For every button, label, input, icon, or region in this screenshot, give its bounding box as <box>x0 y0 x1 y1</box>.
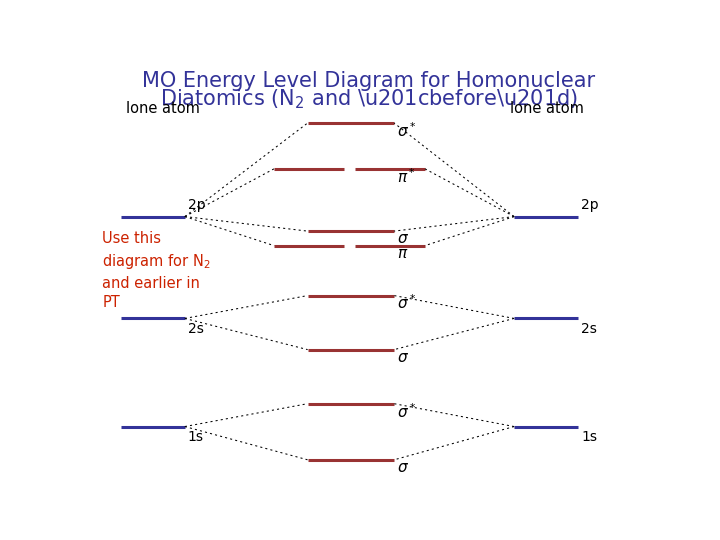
Text: 2p: 2p <box>188 198 205 212</box>
Text: $\sigma^*$: $\sigma^*$ <box>397 402 416 421</box>
Text: 2s: 2s <box>188 322 204 336</box>
Text: $\pi$: $\pi$ <box>397 246 408 261</box>
Text: 1s: 1s <box>581 430 597 444</box>
Text: 2s: 2s <box>581 322 597 336</box>
Text: $\sigma^*$: $\sigma^*$ <box>397 121 416 140</box>
Text: $\sigma$: $\sigma$ <box>397 460 409 475</box>
Text: 2p: 2p <box>581 198 598 212</box>
Text: 1s: 1s <box>188 430 204 444</box>
Text: lone atom: lone atom <box>510 101 584 116</box>
Text: lone atom: lone atom <box>126 101 200 116</box>
Text: $\sigma^*$: $\sigma^*$ <box>397 294 416 313</box>
Text: Diatomics (N$_2$ and \u201cbefore\u201d): Diatomics (N$_2$ and \u201cbefore\u201d) <box>160 87 578 111</box>
Text: $\sigma$: $\sigma$ <box>397 231 409 246</box>
Text: $\pi^*$: $\pi^*$ <box>397 167 416 186</box>
Text: MO Energy Level Diagram for Homonuclear: MO Energy Level Diagram for Homonuclear <box>143 71 595 91</box>
Text: $\sigma$: $\sigma$ <box>397 349 409 364</box>
Text: Use this
diagram for N$_2$
and earlier in
PT: Use this diagram for N$_2$ and earlier i… <box>102 231 211 310</box>
